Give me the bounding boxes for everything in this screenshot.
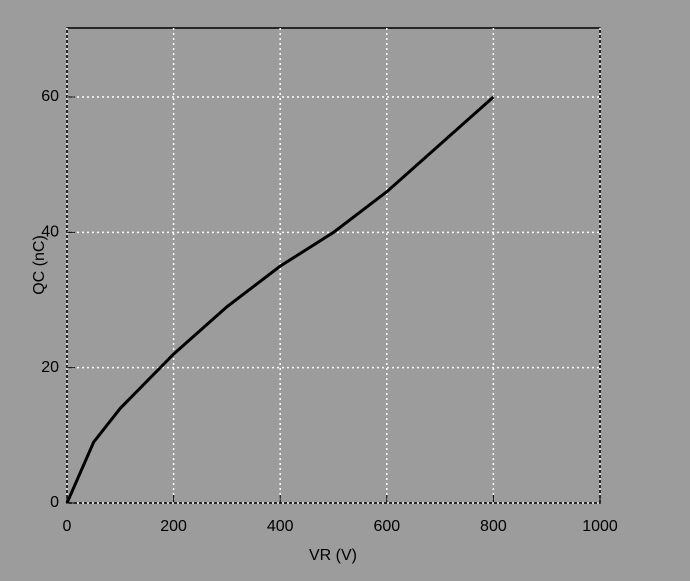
x-tick-label: 200 [160, 518, 187, 535]
y-tick-label: 0 [50, 494, 59, 511]
x-tick-label: 400 [267, 518, 294, 535]
x-tick-label: 800 [480, 518, 507, 535]
x-tick-label: 600 [373, 518, 400, 535]
y-axis-label: QC (nC) [31, 235, 48, 295]
y-tick-label: 40 [41, 224, 59, 241]
data-line [65, 95, 495, 504]
x-axis-label: VR (V) [309, 547, 357, 564]
x-tick-label: 1000 [582, 518, 618, 535]
y-tick-label: 60 [41, 88, 59, 105]
x-tick-label: 0 [63, 518, 72, 535]
y-tick-label: 20 [41, 359, 59, 376]
